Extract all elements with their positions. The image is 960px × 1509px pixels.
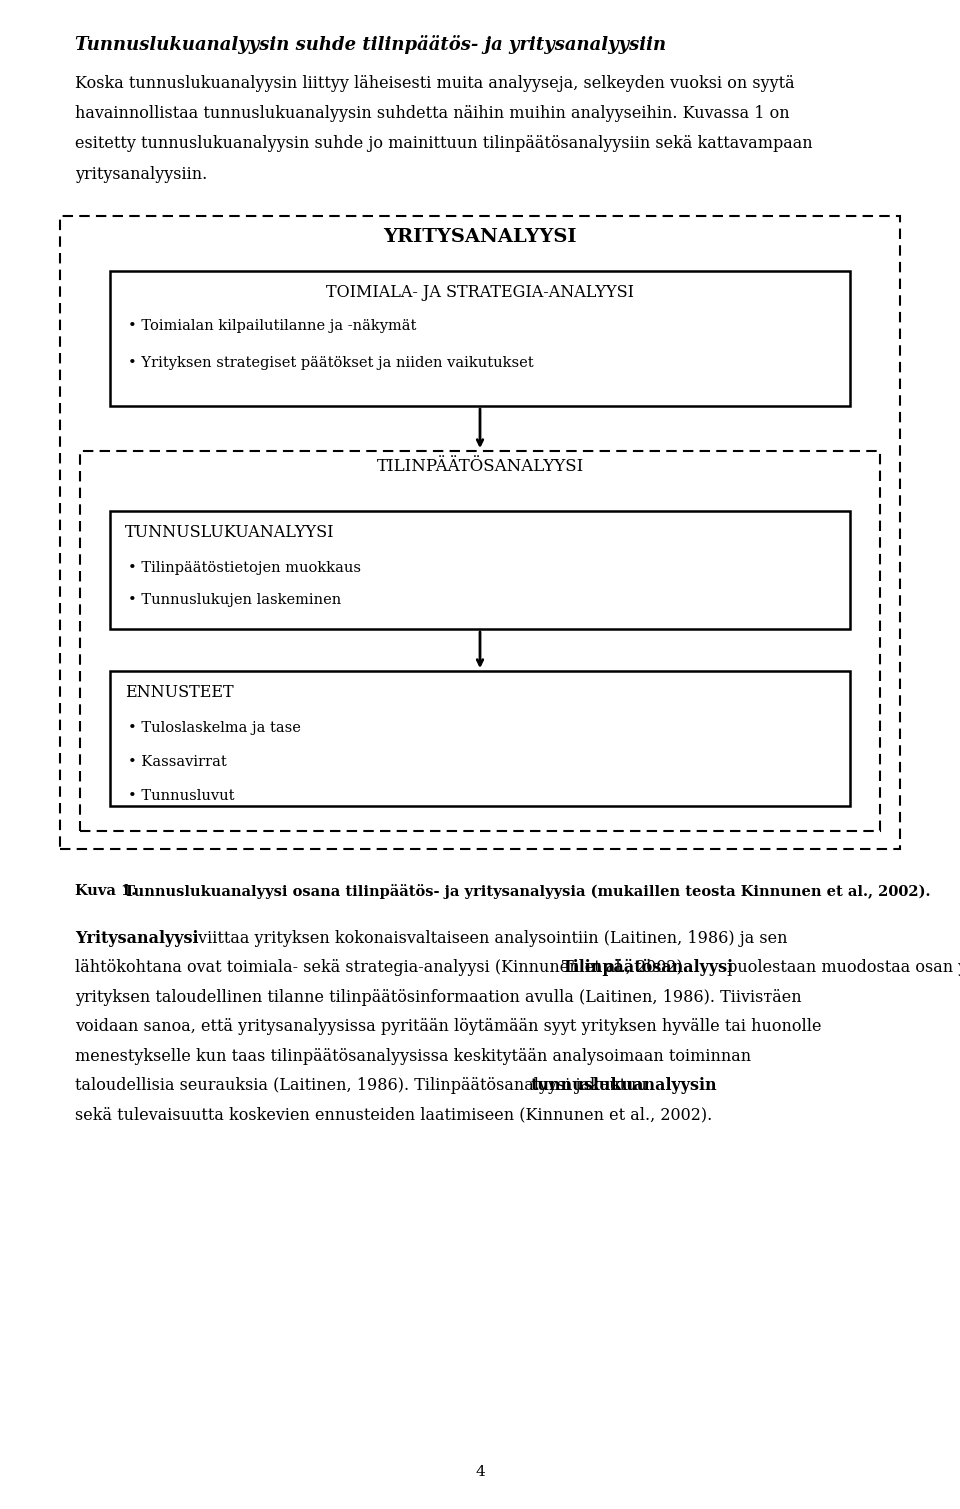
Text: Kuva 1.: Kuva 1. [75,884,136,898]
Text: • Tunnuslukujen laskeminen: • Tunnuslukujen laskeminen [128,593,341,607]
Text: Koska tunnuslukuanalyysin liittyy läheisesti muita analyyseja, selkeyden vuoksi : Koska tunnuslukuanalyysin liittyy läheis… [75,74,795,92]
Text: menestykselle kun taas tilinpäätösanalyysissa keskitytään analysoimaan toiminnan: menestykselle kun taas tilinpäätösanalyy… [75,1047,751,1065]
Text: Tilinpäätösanalyysi: Tilinpäätösanalyysi [562,960,734,976]
Text: TUNNUSLUKUANALYYSI: TUNNUSLUKUANALYYSI [125,524,334,542]
Text: voidaan sanoa, että yritysanalyysissa pyritään löytämään syyt yrityksen hyvälle : voidaan sanoa, että yritysanalyysissa py… [75,1019,822,1035]
Text: esitetty tunnuslukuanalyysin suhde jo mainittuun tilinpäätösanalyysiin sekä katt: esitetty tunnuslukuanalyysin suhde jo ma… [75,136,812,152]
Text: taloudellisia seurauksia (Laitinen, 1986). Tilinpäätösanalyysi jakautuu: taloudellisia seurauksia (Laitinen, 1986… [75,1077,652,1094]
Text: • Tuloslaskelma ja tase: • Tuloslaskelma ja tase [128,721,300,735]
Text: YRITYSANALYYSI: YRITYSANALYYSI [383,228,577,246]
Text: Tunnuslukuanalyysin suhde tilinpäätös- ja yritysanalyysiin: Tunnuslukuanalyysin suhde tilinpäätös- j… [75,35,666,54]
Text: viittaa yrityksen kokonaisvaltaiseen analysointiin (Laitinen, 1986) ja sen: viittaa yrityksen kokonaisvaltaiseen ana… [193,930,787,946]
Text: 4: 4 [475,1465,485,1479]
Text: lähtökohtana ovat toimiala- sekä strategia-analyysi (Kinnunen et al., 2002).: lähtökohtana ovat toimiala- sekä strateg… [75,960,693,976]
Text: • Tunnusluvut: • Tunnusluvut [128,789,234,803]
Text: Yritysanalyysi: Yritysanalyysi [75,930,199,946]
Text: • Yrityksen strategiset päätökset ja niiden vaikutukset: • Yrityksen strategiset päätökset ja nii… [128,356,534,370]
Text: • Tilinpäätöstietojen muokkaus: • Tilinpäätöstietojen muokkaus [128,561,361,575]
Text: TILINPÄÄTÖSANALYYSI: TILINPÄÄTÖSANALYYSI [376,459,584,475]
Text: puolestaan muodostaa osan yritysanalyysia ja sen tarkoitus on selvittää: puolestaan muodostaa osan yritysanalyysi… [722,960,960,976]
Text: sekä tulevaisuutta koskevien ennusteiden laatimiseen (Kinnunen et al., 2002).: sekä tulevaisuutta koskevien ennusteiden… [75,1106,712,1124]
Text: tunnuslukuanalyysin: tunnuslukuanalyysin [530,1077,717,1094]
Text: ENNUSTEET: ENNUSTEET [125,684,233,702]
FancyBboxPatch shape [110,512,850,629]
FancyBboxPatch shape [110,672,850,806]
Text: • Kassavirrat: • Kassavirrat [128,754,227,770]
Text: • Toimialan kilpailutilanne ja -näkymät: • Toimialan kilpailutilanne ja -näkymät [128,318,417,333]
Text: Tunnuslukuanalyysi osana tilinpäätös- ja yritysanalyysia (mukaillen teosta Kinnu: Tunnuslukuanalyysi osana tilinpäätös- ja… [119,884,930,899]
FancyBboxPatch shape [110,272,850,406]
Text: yritysanalyysiin.: yritysanalyysiin. [75,166,207,183]
Text: yrityksen taloudellinen tilanne tilinpäätösinformaation avulla (Laitinen, 1986).: yrityksen taloudellinen tilanne tilinpää… [75,988,802,1005]
Text: TOIMIALA- JA STRATEGIA-ANALYYSI: TOIMIALA- JA STRATEGIA-ANALYYSI [326,284,634,302]
Text: havainnollistaa tunnuslukuanalyysin suhdetta näihin muihin analyyseihin. Kuvassa: havainnollistaa tunnuslukuanalyysin suhd… [75,106,790,122]
